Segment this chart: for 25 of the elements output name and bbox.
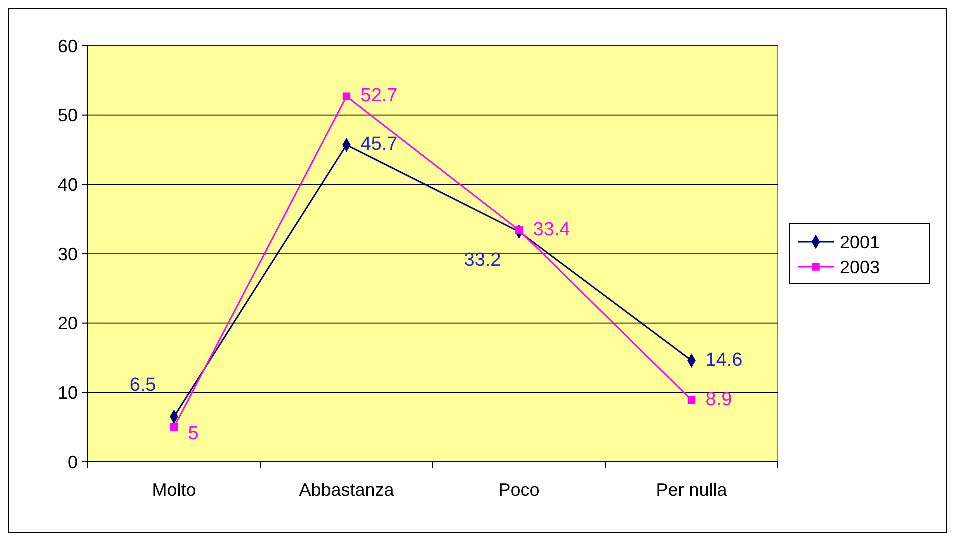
y-tick-label: 0	[68, 452, 78, 472]
data-label: 33.4	[533, 219, 571, 240]
y-tick-label: 60	[58, 36, 78, 56]
legend-label: 2001	[840, 232, 880, 252]
data-label: 52.7	[360, 86, 398, 107]
data-label: 33.2	[464, 250, 502, 271]
point	[342, 92, 351, 100]
data-label: 5	[188, 423, 199, 444]
data-label: 14.6	[706, 350, 743, 371]
data-label: 45.7	[360, 134, 398, 156]
y-tick-label: 10	[58, 382, 78, 403]
x-tick-label: Molto	[152, 480, 196, 500]
x-tick-label: Abbastanza	[299, 480, 396, 500]
point	[515, 226, 524, 234]
point	[170, 423, 178, 432]
data-label: 6.5	[130, 374, 156, 396]
point	[688, 396, 696, 404]
y-tick-label: 40	[58, 174, 78, 195]
x-tick-label: Per nulla	[656, 480, 728, 500]
y-tick-label: 50	[58, 106, 78, 126]
y-tick-label: 20	[58, 314, 78, 334]
x-tick-label: Poco	[498, 480, 540, 500]
y-tick-label: 30	[58, 244, 78, 264]
data-label: 8.9	[706, 389, 732, 410]
legend-label: 2003	[840, 257, 880, 278]
